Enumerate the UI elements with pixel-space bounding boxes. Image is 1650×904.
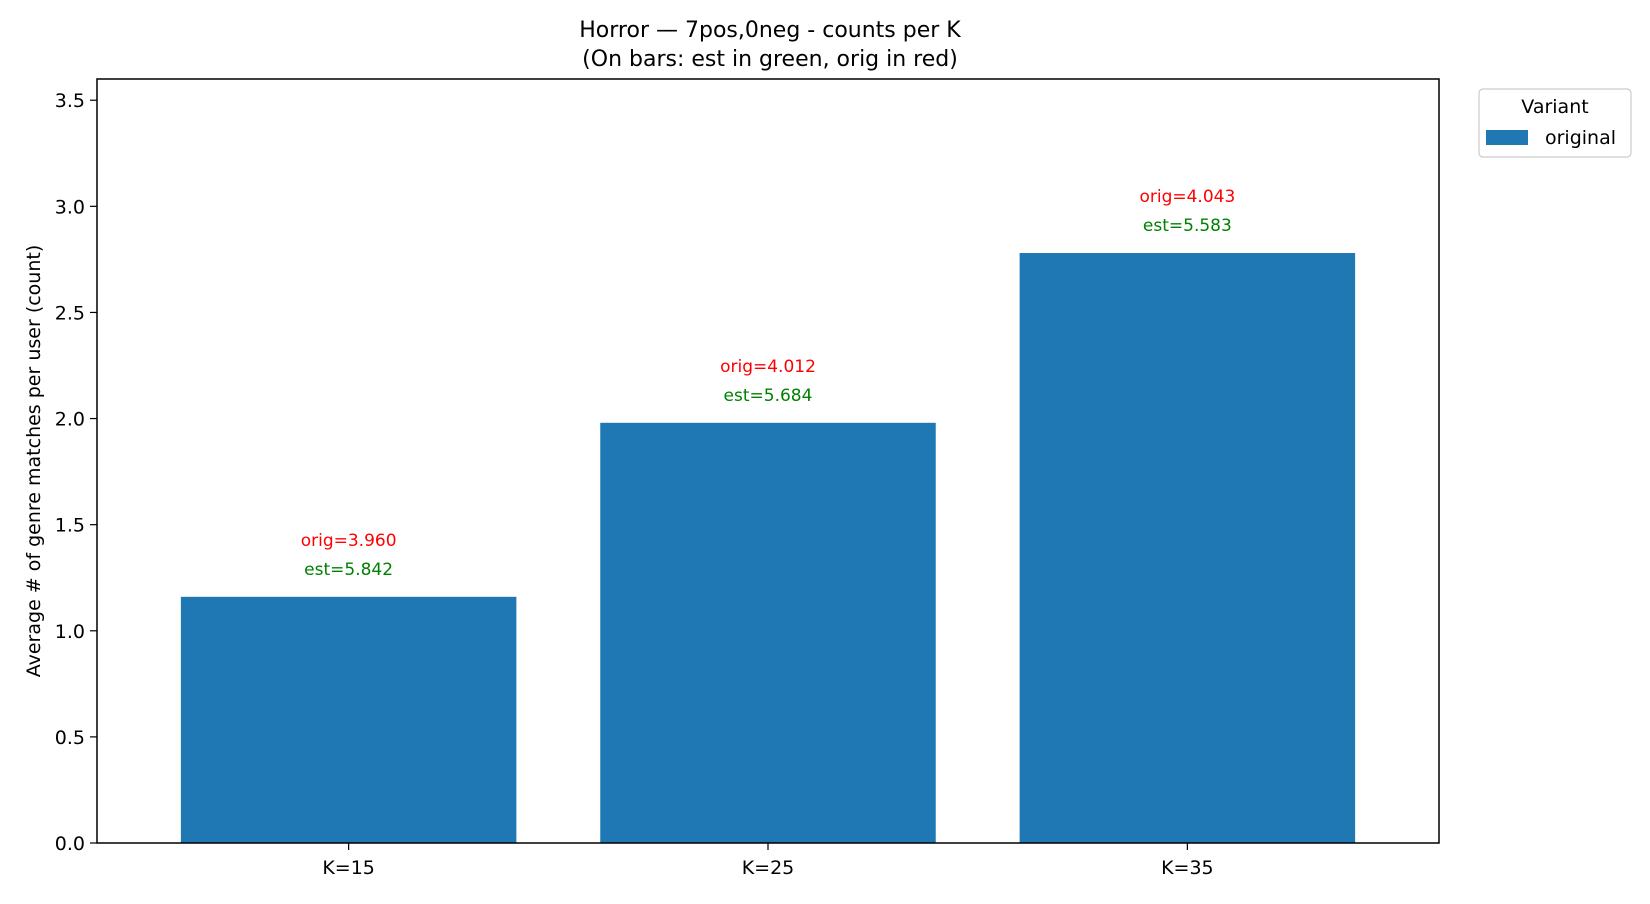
annotation-orig: orig=3.960 [301,531,397,551]
y-tick-label: 3.5 [55,90,85,112]
x-tick-label: K=35 [1161,857,1214,879]
bars-group [180,253,1356,843]
bar-k15 [180,596,517,843]
y-tick-label: 2.5 [55,302,85,324]
y-axis-label: Average # of genre matches per user (cou… [23,245,45,678]
y-axis: 0.0 0.5 1.0 1.5 2.0 2.5 3.0 3.5 [55,90,97,855]
bar-k25 [600,422,936,843]
x-tick-label: K=15 [322,857,375,879]
annotation-orig: orig=4.012 [720,357,816,377]
annotation-est: est=5.842 [304,560,393,580]
legend: Variant original [1478,88,1632,158]
x-tick-label: K=25 [742,857,795,879]
x-axis: K=15 K=25 K=35 [322,843,1214,879]
y-tick-label: 3.0 [55,196,85,218]
y-tick-label: 1.5 [55,515,85,537]
legend-title: Variant [1521,96,1588,118]
y-tick-label: 1.0 [55,621,85,643]
bar-k35 [1019,253,1356,843]
chart-subtitle: (On bars: est in green, orig in red) [582,47,958,72]
plot-frame [96,78,1440,844]
legend-label-original: original [1545,127,1616,149]
legend-swatch-original [1486,130,1528,145]
annotation-orig: orig=4.043 [1139,187,1235,207]
y-tick-label: 0.0 [55,833,85,855]
y-tick-label: 2.0 [55,409,85,431]
annotation-est: est=5.583 [1143,216,1232,236]
y-tick-label: 0.5 [55,727,85,749]
bar-annotations: est=5.842 orig=3.960 est=5.684 orig=4.012 es… [301,187,1236,580]
annotation-est: est=5.684 [724,386,813,406]
chart-title: Horror — 7pos,0neg - counts per K [579,18,961,43]
